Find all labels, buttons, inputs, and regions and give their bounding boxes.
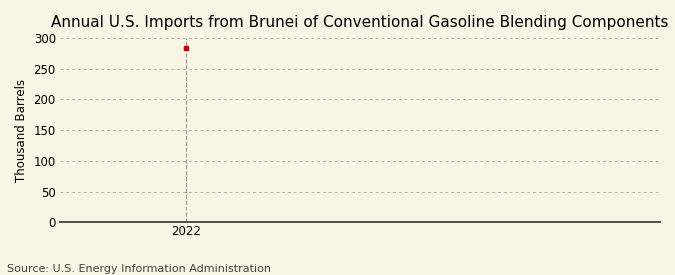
Y-axis label: Thousand Barrels: Thousand Barrels [15,79,28,182]
Text: Source: U.S. Energy Information Administration: Source: U.S. Energy Information Administ… [7,264,271,274]
Title: Annual U.S. Imports from Brunei of Conventional Gasoline Blending Components: Annual U.S. Imports from Brunei of Conve… [51,15,669,30]
